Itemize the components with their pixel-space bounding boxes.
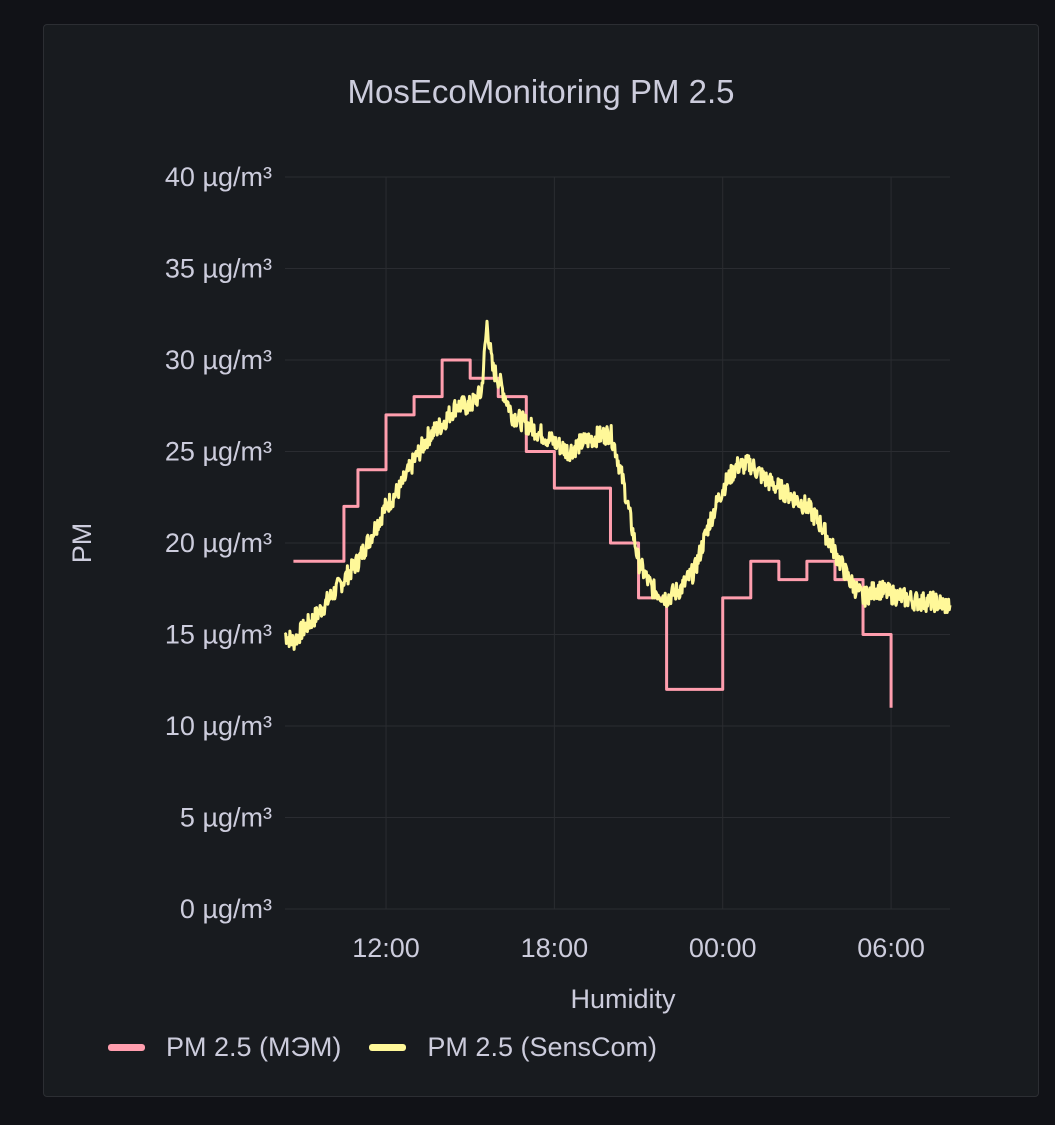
chart-title: MosEcoMonitoring PM 2.5 (347, 73, 735, 110)
legend-item-mem[interactable]: PM 2.5 (МЭМ) (108, 1032, 341, 1063)
legend-label-mem: PM 2.5 (МЭМ) (166, 1032, 342, 1062)
x-tick-label: 18:00 (521, 933, 589, 963)
y-tick-label: 20 µg/m³ (165, 528, 272, 558)
legend-item-senscom[interactable]: PM 2.5 (SensCom) (369, 1032, 657, 1063)
y-tick-label: 30 µg/m³ (165, 345, 272, 375)
legend: PM 2.5 (МЭМ) PM 2.5 (SensCom) (108, 1032, 685, 1063)
legend-label-senscom: PM 2.5 (SensCom) (427, 1032, 657, 1062)
y-tick-label: 40 µg/m³ (165, 162, 272, 192)
y-axis-label: PM (67, 523, 97, 564)
x-tick-label: 06:00 (857, 933, 925, 963)
series-line-mem (293, 358, 893, 708)
y-tick-label: 15 µg/m³ (165, 620, 272, 650)
x-tick-label: 12:00 (352, 933, 420, 963)
y-tick-label: 10 µg/m³ (165, 711, 272, 741)
x-axis-label: Humidity (570, 984, 676, 1014)
y-tick-label: 0 µg/m³ (180, 894, 272, 924)
y-tick-label: 5 µg/m³ (180, 803, 272, 833)
x-tick-label: 00:00 (689, 933, 757, 963)
y-tick-label: 35 µg/m³ (165, 254, 272, 284)
series-line-senscom (283, 319, 952, 651)
y-tick-label: 25 µg/m³ (165, 437, 272, 467)
chart-panel: MosEcoMonitoring PM 2.5 (43, 24, 1039, 1097)
legend-swatch-senscom (369, 1044, 407, 1051)
legend-swatch-mem (108, 1044, 145, 1051)
